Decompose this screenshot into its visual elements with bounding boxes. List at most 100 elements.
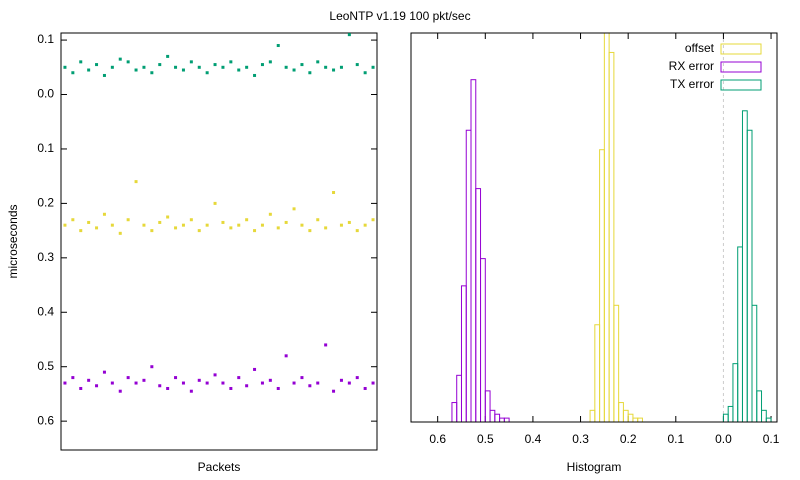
hist-bar — [627, 413, 634, 422]
point — [102, 212, 106, 216]
point — [79, 60, 83, 64]
point — [229, 60, 233, 64]
point — [134, 68, 138, 72]
hist-bar — [632, 417, 639, 422]
point — [308, 71, 312, 75]
point — [260, 63, 264, 67]
point — [324, 226, 328, 230]
hist-bar — [732, 363, 739, 422]
hist-bar — [456, 374, 462, 422]
point — [339, 378, 343, 382]
point — [181, 68, 185, 72]
point — [134, 180, 138, 184]
point — [363, 223, 367, 227]
point — [197, 229, 201, 233]
point — [371, 218, 375, 222]
x-axis-label: Packets — [198, 460, 241, 474]
point — [260, 381, 264, 385]
point — [142, 378, 146, 382]
point — [166, 386, 170, 390]
y-axis-label: microseconds — [6, 204, 20, 278]
point — [245, 65, 249, 69]
point — [284, 65, 288, 69]
point — [347, 33, 351, 37]
point — [221, 220, 225, 224]
point — [126, 60, 130, 64]
point — [71, 218, 75, 222]
hist-bar — [746, 129, 753, 422]
point — [245, 218, 249, 222]
point — [102, 370, 106, 374]
point — [142, 223, 146, 227]
point — [71, 376, 75, 380]
x-tick-label: 0.6 — [429, 432, 446, 446]
bars — [451, 33, 772, 422]
y-tick-label: 0.3 — [37, 250, 54, 264]
point — [87, 68, 91, 72]
plot-frame — [60, 32, 378, 451]
point — [253, 73, 257, 77]
point — [63, 223, 67, 227]
point — [189, 218, 193, 222]
point — [355, 63, 359, 67]
point — [347, 381, 351, 385]
hist-bar — [761, 409, 767, 422]
hist-bar — [594, 324, 601, 422]
point — [316, 60, 320, 64]
point — [63, 381, 67, 385]
point — [363, 386, 367, 390]
point — [150, 71, 154, 75]
x-tick-label: 0.1 — [763, 432, 780, 446]
point — [205, 71, 209, 75]
legend-label: offset — [685, 41, 715, 55]
point — [284, 354, 288, 358]
point — [300, 63, 304, 67]
point — [110, 65, 114, 69]
point — [221, 65, 225, 69]
point — [79, 229, 83, 233]
point — [268, 378, 272, 382]
hist-bar — [756, 390, 763, 422]
point — [126, 376, 130, 380]
hist-bar — [608, 51, 615, 422]
point — [332, 389, 336, 393]
point — [95, 226, 99, 230]
point — [276, 44, 280, 48]
hist-bar — [484, 390, 491, 422]
point — [158, 63, 162, 67]
points — [63, 33, 375, 393]
point — [324, 343, 328, 347]
point — [189, 60, 193, 64]
y-tick-label: 0.6 — [37, 413, 54, 427]
y-tick-label: 0.5 — [37, 359, 54, 373]
y-tick-label: 0.0 — [37, 87, 54, 101]
point — [134, 381, 138, 385]
point — [371, 381, 375, 385]
point — [110, 223, 114, 227]
point — [292, 68, 296, 72]
point — [126, 218, 130, 222]
hist-bar — [751, 304, 758, 422]
hist-bar — [451, 402, 458, 422]
point — [292, 207, 296, 211]
legend-label: TX error — [670, 77, 714, 91]
point — [142, 65, 146, 69]
point — [229, 386, 233, 390]
hist-bar — [637, 417, 643, 422]
legend-label: RX error — [669, 59, 714, 73]
hist-bar — [475, 188, 482, 422]
x-tick-label: 0.3 — [572, 432, 589, 446]
point — [181, 223, 185, 227]
point — [284, 220, 288, 224]
hist-bar — [460, 285, 467, 422]
point — [213, 373, 217, 377]
y-tick-label: 0.2 — [37, 196, 54, 210]
point — [189, 389, 193, 393]
hist-bar — [599, 149, 605, 422]
point — [110, 381, 114, 385]
point — [253, 229, 257, 233]
point — [95, 384, 99, 388]
hist-bar — [737, 246, 743, 422]
point — [95, 63, 99, 67]
